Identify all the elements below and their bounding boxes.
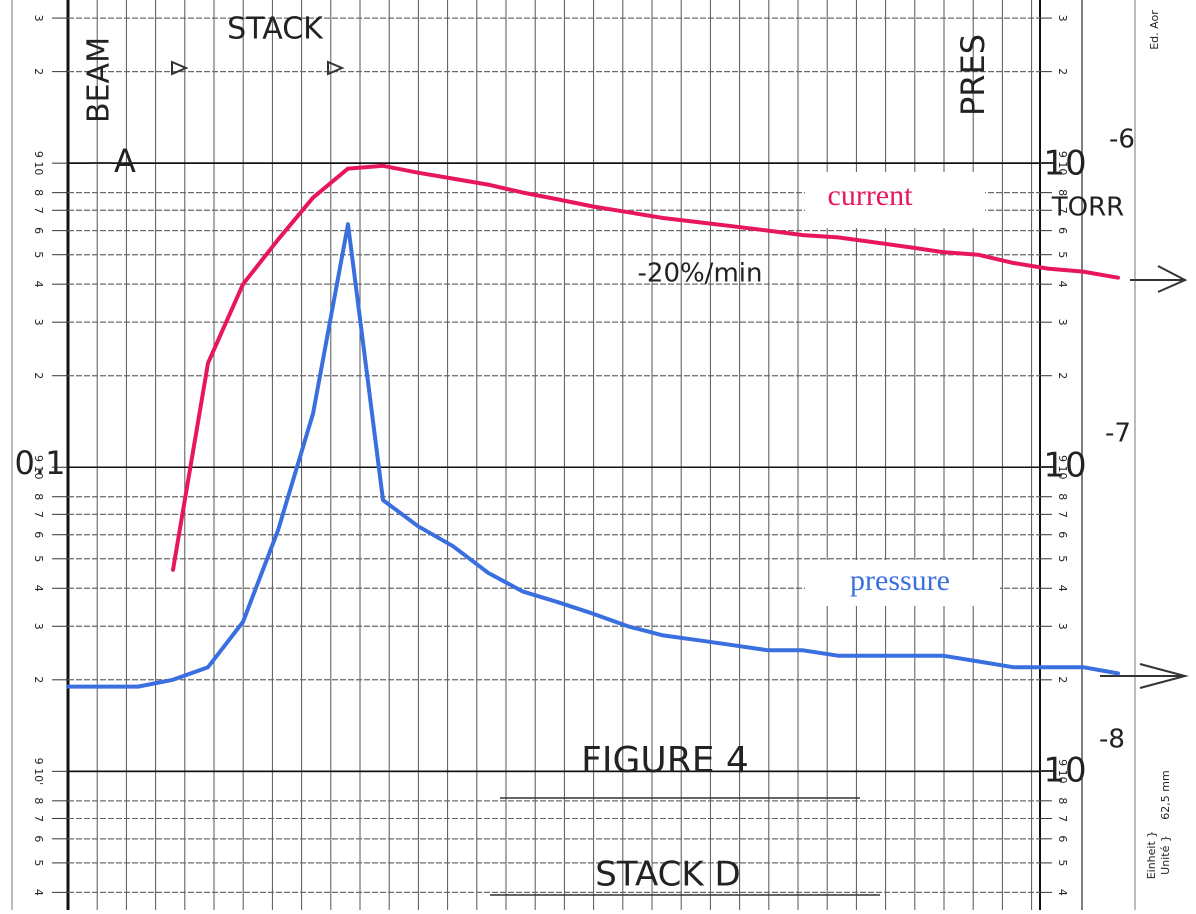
y-tick-label: 8 [1056, 189, 1069, 196]
graph-paper [11, 0, 1136, 910]
y-tick-label: 7 [32, 207, 45, 214]
y-tick-label: 3 [32, 319, 45, 326]
annotation: A [114, 142, 136, 180]
y-tick-label: 3 [1056, 15, 1069, 22]
y-tick-label: 8 [1056, 797, 1069, 804]
y-tick-label: 5 [32, 555, 45, 562]
y-tick-label: 3 [32, 623, 45, 630]
series-line [171, 163, 1120, 572]
stack-marker [327, 60, 345, 76]
annotation: PRES [954, 34, 992, 116]
y-tick-label: 6 [32, 227, 45, 234]
y-tick-label: 2 [1056, 68, 1069, 75]
y-tick-label: 8 [32, 493, 45, 500]
arrow [1100, 663, 1189, 689]
y-tick-label: 9 10 [1056, 759, 1069, 784]
y-tick-label: 6 [32, 835, 45, 842]
annotation: 10 [1043, 144, 1086, 184]
y-tick-label: 9 10 [32, 455, 45, 480]
annotation: BEAM [82, 37, 117, 123]
annotation: 10 [1043, 751, 1086, 791]
annotation: -20%/min [638, 259, 763, 289]
legend-box [805, 172, 985, 228]
y-tick-label: 4 [32, 889, 45, 896]
y-tick-label: 2 [32, 676, 45, 683]
y-tick-label: 4 [32, 585, 45, 592]
annotation: TORR [1051, 193, 1124, 223]
y-tick-label: 2 [32, 372, 45, 379]
y-tick-label: 6 [32, 531, 45, 538]
y-tick-label: 6 [1056, 227, 1069, 234]
arrow [1130, 265, 1188, 293]
y-tick-label: 7 [1056, 207, 1069, 214]
annotation: FIGURE 4 [581, 740, 749, 781]
y-tick-label: 7 [32, 815, 45, 822]
y-tick-label: 9 10' [32, 758, 45, 786]
annotation: STACK [227, 12, 324, 47]
y-tick-label: 7 [32, 511, 45, 518]
annotation: 10 [1043, 446, 1086, 486]
y-tick-label: 5 [32, 251, 45, 258]
y-tick-label: 8 [32, 189, 45, 196]
y-tick-label: 5 [32, 859, 45, 866]
y-tick-label: 4 [1056, 889, 1069, 896]
y-tick-label: 4 [1056, 281, 1069, 288]
annotation: -7 [1105, 419, 1131, 449]
y-tick-label: 4 [32, 281, 45, 288]
annotation: -6 [1109, 125, 1135, 155]
y-tick-label: 8 [32, 797, 45, 804]
y-tick-label: 7 [1056, 511, 1069, 518]
legend-label: current [828, 179, 914, 212]
series-line [66, 222, 1120, 689]
y-tick-label: 7 [1056, 815, 1069, 822]
y-tick-label: 9 10 [1056, 151, 1069, 176]
y-tick-label: 9 10 [32, 151, 45, 176]
y-tick-label: 5 [1056, 859, 1069, 866]
annotation: 62,5 mm [1159, 770, 1172, 819]
y-tick-label: 6 [1056, 531, 1069, 538]
y-tick-label: 9 10 [1056, 455, 1069, 480]
annotation: -8 [1099, 725, 1125, 755]
y-tick-label: 8 [1056, 493, 1069, 500]
annotation: STACK D [595, 855, 740, 895]
y-tick-label: 3 [32, 15, 45, 22]
y-tick-label: 4 [1056, 585, 1069, 592]
y-tick-label: 2 [32, 68, 45, 75]
annotation: Unité } [1159, 835, 1172, 875]
y-tick-label: 5 [1056, 251, 1069, 258]
y-tick-label: 2 [1056, 372, 1069, 379]
y-tick-label: 2 [1056, 676, 1069, 683]
legend-label: pressure [850, 564, 950, 597]
stack-marker [171, 60, 189, 76]
y-tick-label: 6 [1056, 835, 1069, 842]
annotation: Ed. Aor [1148, 10, 1161, 50]
y-tick-label: 5 [1056, 555, 1069, 562]
y-tick-label: 3 [1056, 623, 1069, 630]
plot [66, 163, 1120, 689]
y-tick-label: 3 [1056, 319, 1069, 326]
annotation: Einheit } [1145, 831, 1158, 880]
legend-box [805, 560, 1000, 606]
annotation: 0.1 [15, 444, 66, 482]
